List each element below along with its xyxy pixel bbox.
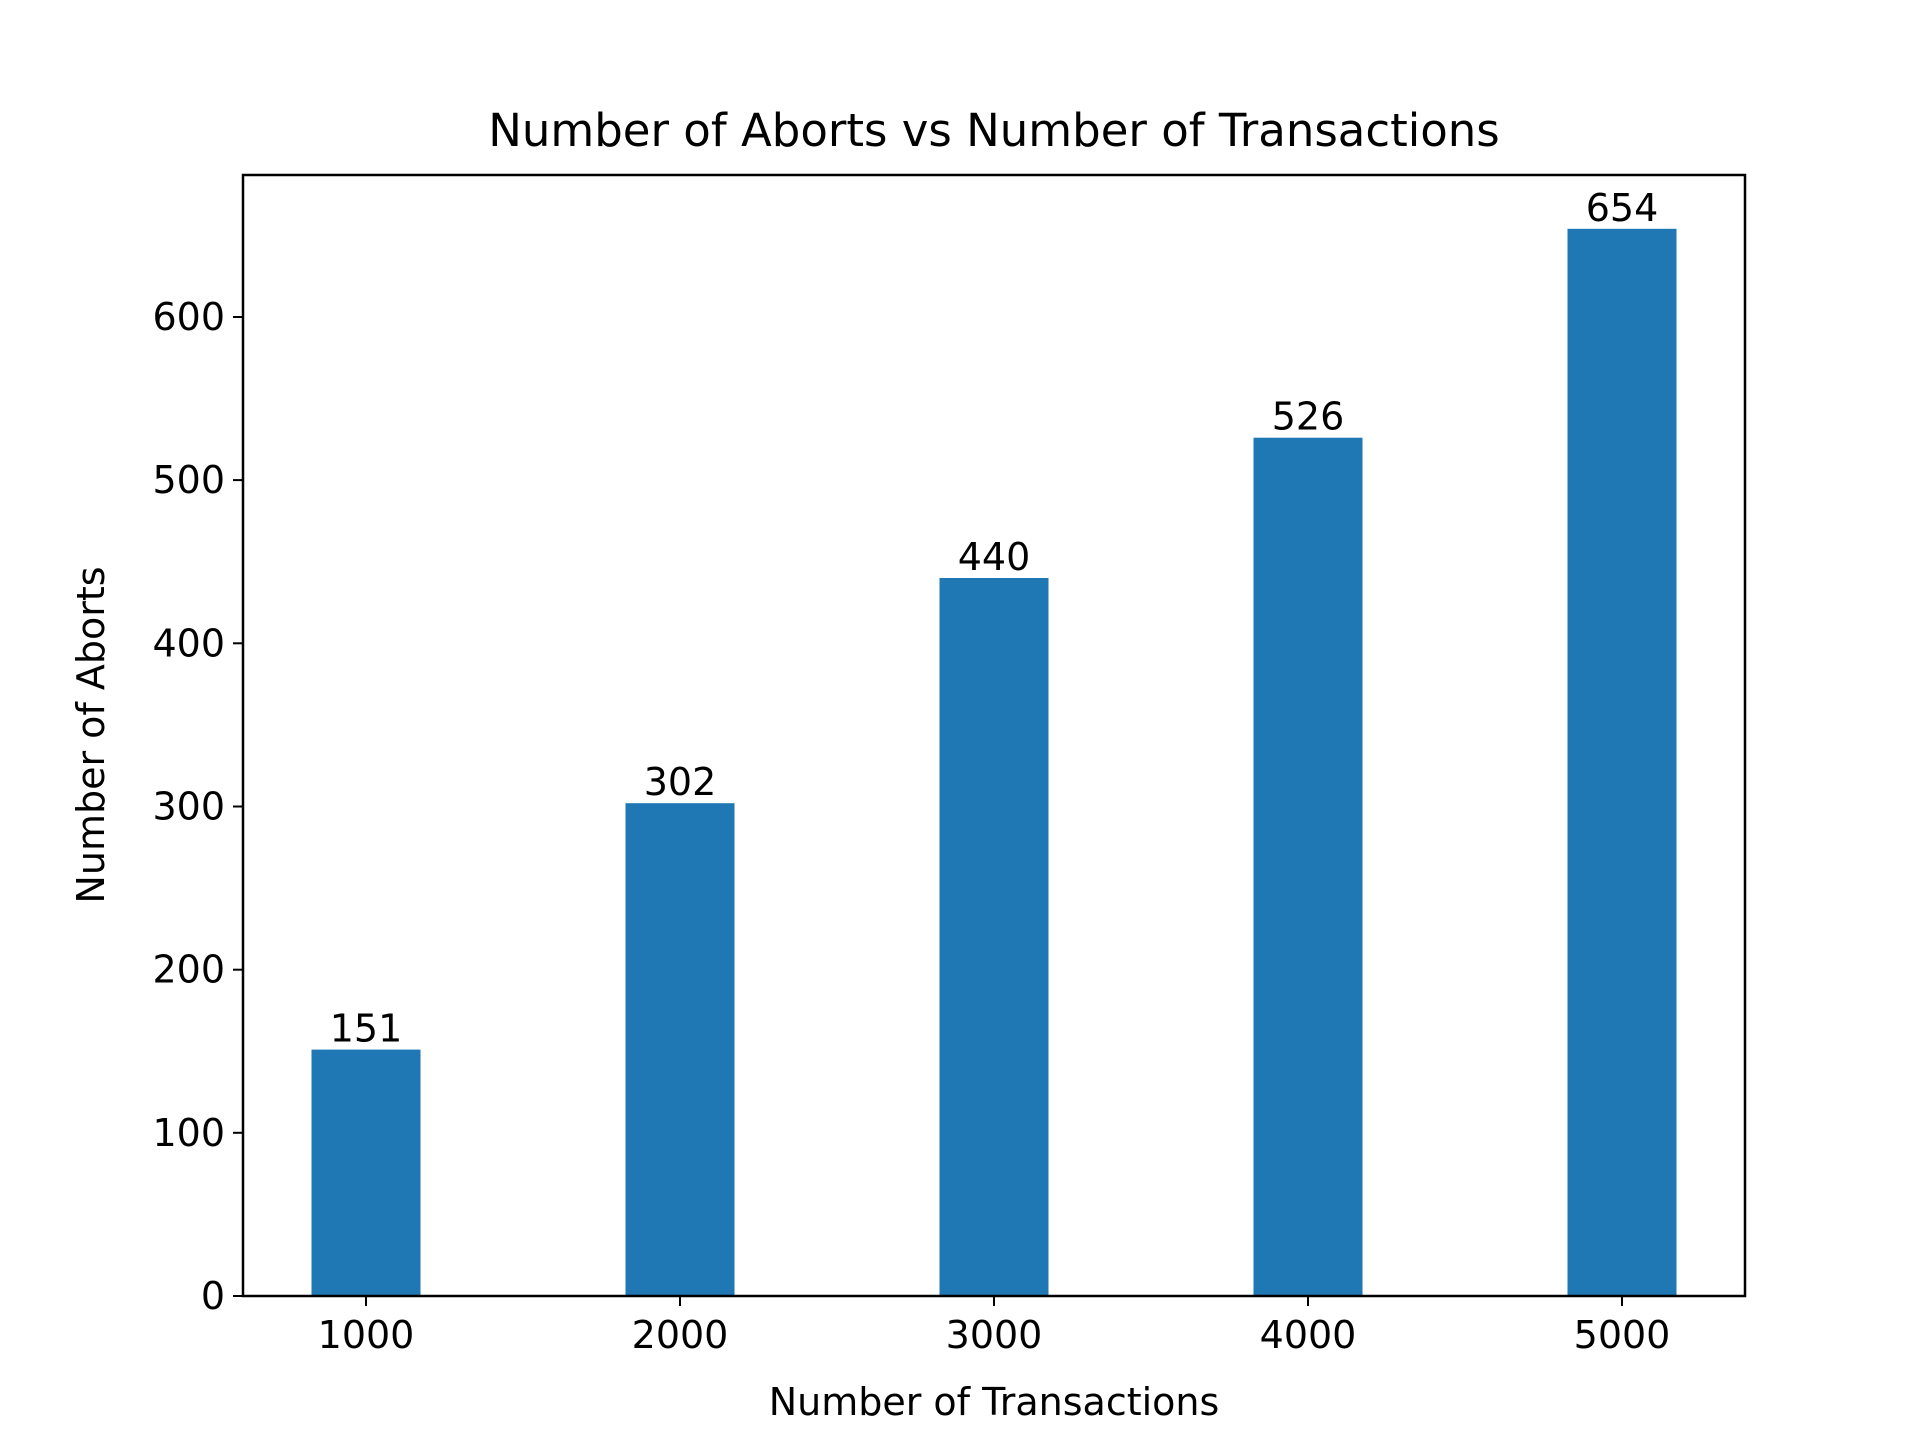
y-tick-label-0: 0 bbox=[201, 1274, 225, 1318]
y-tick-label-300: 300 bbox=[152, 785, 225, 829]
x-tick-label-5000: 5000 bbox=[1574, 1313, 1671, 1357]
bar-4000 bbox=[1253, 437, 1363, 1296]
y-tick-label-200: 200 bbox=[152, 948, 225, 992]
bar-1000 bbox=[311, 1049, 421, 1296]
data-label-3000: 440 bbox=[958, 535, 1031, 579]
y-axis-label: Number of Aborts bbox=[69, 566, 113, 903]
x-tick-label-3000: 3000 bbox=[946, 1313, 1043, 1357]
y-tick-label-500: 500 bbox=[152, 458, 225, 502]
x-tick-label-2000: 2000 bbox=[632, 1313, 729, 1357]
data-label-2000: 302 bbox=[644, 760, 717, 804]
data-label-4000: 526 bbox=[1272, 395, 1345, 439]
x-tick-label-1000: 1000 bbox=[318, 1313, 415, 1357]
data-label-5000: 654 bbox=[1586, 186, 1659, 230]
x-tick-label-4000: 4000 bbox=[1260, 1313, 1357, 1357]
data-labels-layer: 151 302 440 526 654 bbox=[330, 186, 1659, 1051]
y-tick-label-100: 100 bbox=[152, 1111, 225, 1155]
x-axis-label: Number of Transactions bbox=[769, 1380, 1220, 1424]
bar-3000 bbox=[939, 578, 1049, 1296]
plot-frame bbox=[241, 173, 1747, 1298]
bar-2000 bbox=[625, 803, 735, 1296]
data-label-1000: 151 bbox=[330, 1007, 403, 1051]
bar-5000 bbox=[1567, 228, 1677, 1296]
y-axis-ticks: 0 100 200 300 400 500 600 bbox=[152, 295, 243, 1318]
y-tick-label-400: 400 bbox=[152, 621, 225, 665]
x-axis-ticks: 1000 2000 3000 4000 5000 bbox=[318, 1296, 1671, 1357]
bars-layer bbox=[311, 228, 1677, 1296]
y-tick-label-600: 600 bbox=[152, 295, 225, 339]
chart-title: Number of Aborts vs Number of Transactio… bbox=[488, 104, 1500, 157]
